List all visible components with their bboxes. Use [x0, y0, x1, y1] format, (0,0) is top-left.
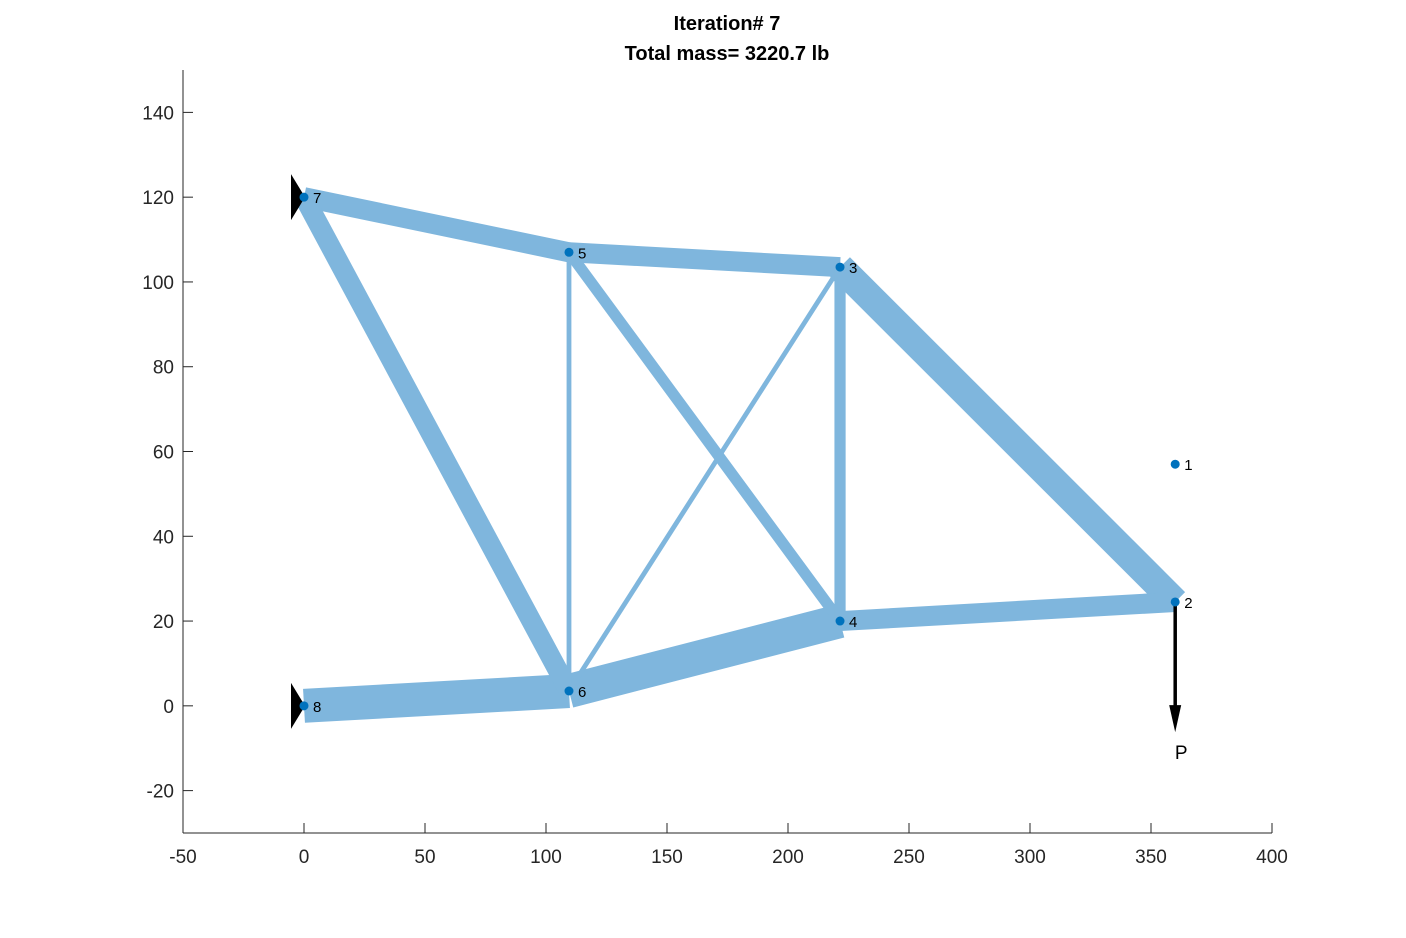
truss-member-5-4: [564, 248, 845, 625]
node-label-7: 7: [313, 190, 321, 207]
y-tick-label-7: 120: [142, 188, 174, 209]
chart-subtitle: Total mass= 3220.7 lb: [625, 43, 830, 65]
node-label-3: 3: [849, 260, 857, 277]
truss-member-3-2: [830, 257, 1186, 612]
truss-member-8-6: [303, 674, 570, 723]
load-arrow-head: [1169, 705, 1182, 733]
node-point-1: [1170, 459, 1180, 469]
x-tick-label-7: 300: [1014, 847, 1046, 868]
truss-member-7-6: [295, 192, 578, 696]
node-label-6: 6: [578, 684, 586, 701]
node-label-1: 1: [1184, 457, 1192, 474]
x-tick-label-0: -50: [169, 847, 196, 868]
node-point-4: [835, 616, 845, 626]
node-point-2: [1170, 597, 1180, 607]
axes: -50 0 50 100 150 200 250 300 350 400 -20 0 20 40 60 80 1…: [142, 70, 1288, 868]
support-triangle-7: [291, 174, 305, 221]
truss-member-3-6: [566, 265, 843, 693]
node-point-7: [299, 192, 309, 202]
y-tick-label-3: 40: [153, 527, 174, 548]
node-label-8: 8: [313, 699, 321, 716]
y-tick-label-4: 60: [153, 443, 174, 464]
truss-member-5-3: [568, 242, 841, 278]
node-point-3: [835, 262, 845, 272]
truss-member-4-2: [839, 591, 1176, 632]
support-triangle-8: [291, 682, 305, 729]
node-point-8: [299, 701, 309, 711]
x-tick-label-2: 50: [414, 847, 435, 868]
y-tick-label-5: 80: [153, 358, 174, 379]
truss-member-6-4: [564, 604, 845, 708]
x-tick-label-3: 100: [530, 847, 562, 868]
x-tick-label-5: 200: [772, 847, 804, 868]
y-tick-label-6: 100: [142, 273, 174, 294]
chart-title: Iteration# 7: [674, 13, 781, 35]
x-tick-label-8: 350: [1135, 847, 1167, 868]
load-label: P: [1175, 743, 1188, 764]
x-tick-label-9: 400: [1256, 847, 1288, 868]
node-point-5: [564, 247, 574, 257]
node-label-4: 4: [849, 614, 857, 631]
x-tick-label-6: 250: [893, 847, 925, 868]
node-label-5: 5: [578, 245, 586, 262]
node-label-2: 2: [1184, 595, 1192, 612]
plot-area: P 1 2 3 4 5 6 7 8: [291, 174, 1193, 764]
y-tick-label-1: 0: [163, 697, 174, 718]
y-tick-label-2: 20: [153, 612, 174, 633]
y-tick-label-0: -20: [147, 782, 174, 803]
y-tick-label-8: 140: [142, 103, 174, 124]
truss-member-7-5: [301, 187, 572, 263]
x-tick-label-4: 150: [651, 847, 683, 868]
node-point-6: [564, 686, 574, 696]
x-tick-label-1: 0: [299, 847, 310, 868]
